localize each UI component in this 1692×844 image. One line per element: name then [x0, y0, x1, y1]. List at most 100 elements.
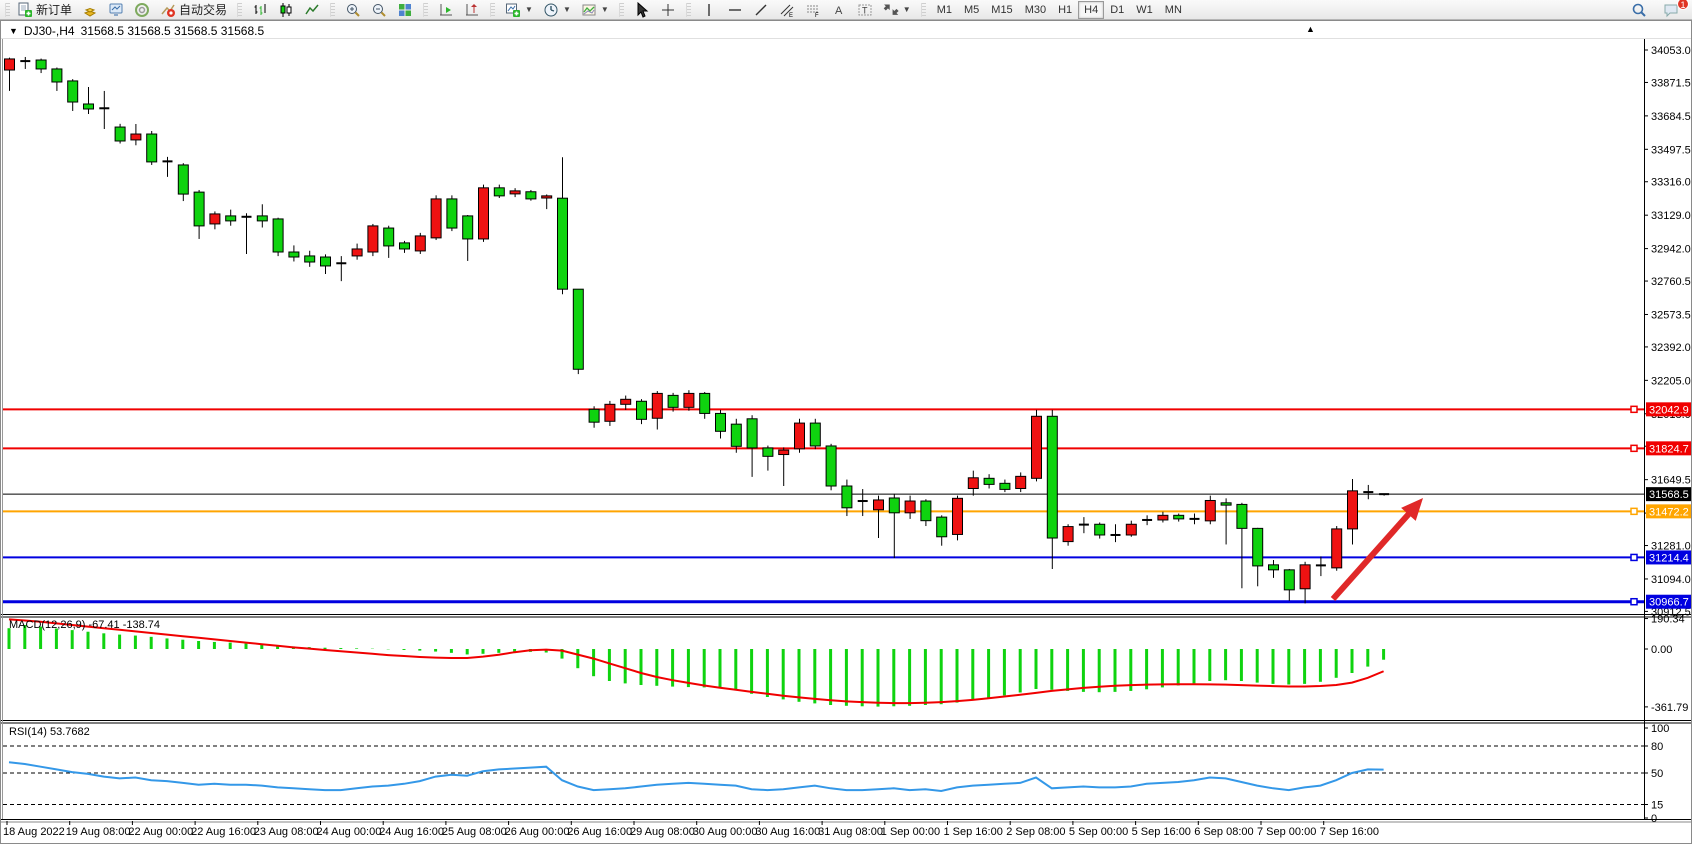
hline-handle[interactable] — [1630, 444, 1638, 453]
templates-icon — [581, 2, 597, 18]
chart-window: ▼ DJ30-,H4 31568.5 31568.5 31568.5 31568… — [0, 20, 1692, 844]
candle-down — [83, 103, 94, 110]
candle-down — [383, 227, 395, 247]
fibonacci-button[interactable]: F — [800, 1, 826, 19]
new-order-label: 新订单 — [36, 3, 73, 17]
candle-down — [304, 255, 316, 263]
toolbar-grip[interactable] — [5, 2, 10, 17]
candle-up — [967, 477, 979, 490]
svg-text:F: F — [815, 13, 819, 18]
cursor-button[interactable] — [629, 1, 655, 19]
equidistant-channel-button[interactable]: E — [774, 1, 800, 19]
svg-text:E: E — [789, 13, 793, 18]
chart-quotes: 31568.5 31568.5 31568.5 31568.5 — [80, 23, 265, 38]
vertical-line-button[interactable] — [696, 1, 722, 19]
toolbar-grip[interactable] — [490, 2, 496, 17]
price-tick-label: 32392.0 — [1651, 342, 1691, 354]
time-tick-label: 26 Aug 16:00 — [567, 826, 632, 838]
timeframe-W1[interactable]: W1 — [1130, 1, 1159, 19]
hline-handle[interactable] — [1630, 507, 1638, 516]
indicators-button[interactable]: ▼ — [500, 1, 538, 19]
toolbar-grip[interactable] — [330, 2, 336, 17]
timeframe-M30[interactable]: M30 — [1019, 1, 1052, 19]
candle-down — [983, 477, 995, 485]
text-label-button[interactable]: T — [852, 1, 878, 19]
text-button[interactable]: A — [826, 1, 852, 19]
timeframe-D1[interactable]: D1 — [1104, 1, 1130, 19]
toolbar-grip[interactable] — [423, 2, 429, 17]
candle-up — [351, 248, 363, 257]
candle-down — [809, 422, 821, 447]
crosshair-button[interactable] — [655, 1, 681, 19]
macd-tick-label: 190.34 — [1651, 614, 1685, 626]
price-label-31824.7: 31824.7 — [1646, 441, 1691, 456]
templates-button[interactable]: ▼ — [576, 1, 614, 19]
chevron-down-icon: ▼ — [902, 5, 911, 14]
hline-handle[interactable] — [1630, 597, 1638, 606]
candle-up — [414, 235, 426, 252]
price-tick-label: 34053.0 — [1651, 45, 1691, 57]
timeframe-M15[interactable]: M15 — [985, 1, 1018, 19]
price-label-text: 32042.9 — [1649, 404, 1689, 416]
rsi-label: RSI(14) 53.7682 — [9, 726, 90, 738]
candlestick-chart-button[interactable] — [273, 1, 299, 19]
chart-canvas[interactable]: 34053.0 33871.5 33684.5 33497.5 33316.0 33129… — [1, 39, 1691, 843]
arrows-button[interactable]: ▼ — [878, 1, 916, 19]
price-tick-label: 33129.0 — [1651, 210, 1691, 222]
toolbar-grip[interactable] — [237, 2, 243, 17]
market-watch-button[interactable] — [77, 1, 103, 19]
zoom-out-button[interactable] — [366, 1, 392, 19]
hline-handle[interactable] — [1630, 405, 1638, 414]
community-button[interactable] — [129, 1, 155, 19]
new-order-button[interactable]: 新订单 — [12, 1, 77, 19]
channel-icon: E — [779, 2, 795, 18]
timeframe-H1[interactable]: H1 — [1052, 1, 1078, 19]
line-chart-button[interactable] — [299, 1, 325, 19]
rsi-panel: RSI(14) 53.7682 100 80 50 150 — [3, 723, 1669, 825]
trend-arrow[interactable] — [1330, 498, 1423, 601]
timeframe-MN[interactable]: MN — [1159, 1, 1188, 19]
autotrade-label: 自动交易 — [179, 3, 228, 17]
price-tick-label: 32760.5 — [1651, 276, 1691, 288]
search-button[interactable] — [1626, 1, 1652, 19]
horizontal-line-button[interactable] — [722, 1, 748, 19]
candle-down — [1283, 569, 1295, 591]
candle-up — [683, 392, 695, 408]
hline-handle[interactable] — [1630, 553, 1638, 562]
timeframe-H4[interactable]: H4 — [1078, 0, 1105, 19]
window-menu-icon[interactable]: ▼ — [9, 25, 18, 36]
trendline-button[interactable] — [748, 1, 774, 19]
bar-chart-button[interactable] — [247, 1, 273, 19]
time-tick-label: 2 Sep 08:00 — [1006, 826, 1065, 838]
candle-up — [367, 225, 379, 253]
candle-up — [1157, 514, 1169, 521]
chart-upload-button[interactable] — [103, 1, 129, 19]
text-icon: A — [831, 2, 847, 18]
toolbar-grip[interactable] — [685, 2, 691, 17]
candle-up — [1204, 499, 1216, 522]
fibonacci-icon: F — [805, 2, 821, 18]
chevron-down-icon: ▼ — [525, 5, 533, 14]
tile-windows-button[interactable] — [392, 1, 418, 19]
zoom-in-button[interactable] — [340, 1, 366, 19]
candle-up — [1331, 528, 1343, 569]
toolbar-grip[interactable] — [920, 2, 926, 17]
toolbar-grip[interactable] — [618, 2, 624, 17]
chart-shift-button[interactable] — [433, 1, 459, 19]
candle-down — [1220, 502, 1232, 506]
timeframe-M1[interactable]: M1 — [931, 1, 958, 19]
new-order-icon — [17, 2, 33, 18]
autotrade-button[interactable]: 自动交易 — [155, 1, 232, 19]
notifications-button[interactable]: 1 — [1658, 0, 1689, 19]
candle-down — [825, 445, 837, 487]
timeframe-M5[interactable]: M5 — [958, 1, 985, 19]
candle-down — [493, 187, 505, 197]
price-label-30966.7: 30966.7 — [1646, 594, 1691, 609]
candle-down — [114, 126, 126, 142]
candle-down — [888, 497, 900, 514]
gold-icon — [82, 2, 98, 18]
auto-scroll-button[interactable] — [459, 1, 485, 19]
candle-down — [936, 516, 948, 538]
periods-button[interactable]: ▼ — [538, 1, 576, 19]
